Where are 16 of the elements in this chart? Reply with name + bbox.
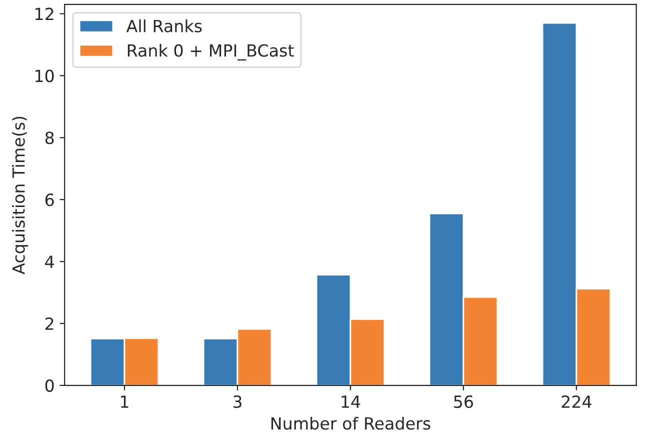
y-tick-label: 8 [45,132,54,144]
x-axis-title: Number of Readers [271,416,430,430]
x-tick-label: 14 [342,396,360,408]
y-tick-label: 2 [45,317,54,330]
x-tick-label: 224 [562,395,592,408]
legend-label: All Ranks [126,19,202,32]
y-tick-label: 10 [36,70,54,82]
x-tick-label: 1 [121,396,128,408]
x-tick-label: 3 [233,395,242,408]
legend-label: Rank 0 + MPI_BCast [128,44,294,60]
x-tick-label: 56 [454,395,473,408]
y-tick-label: 6 [45,194,54,206]
y-tick-label: 12 [36,8,54,20]
y-tick-label: 0 [45,379,54,392]
y-axis-title: Acquisition Time(s) [12,116,28,274]
y-tick-label: 4 [45,256,54,268]
